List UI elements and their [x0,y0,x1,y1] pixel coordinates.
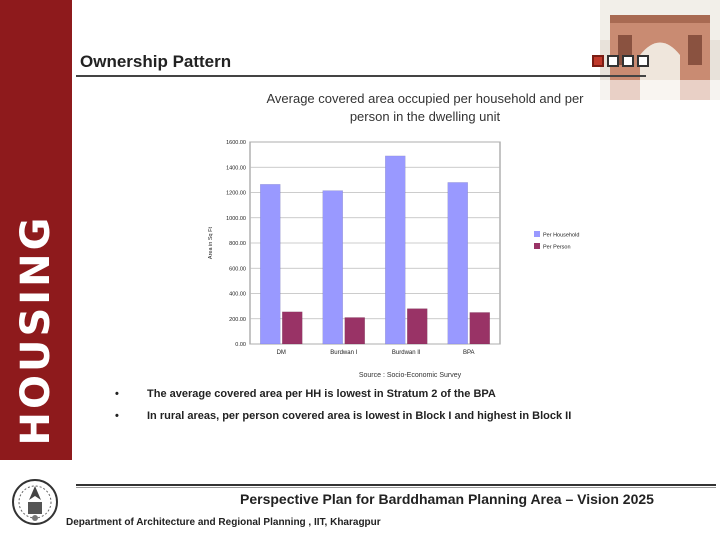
x-tick-label: DM [277,350,286,356]
building-photo-icon [600,0,720,100]
bullet-marker: • [115,388,119,400]
x-tick-label: BPA [463,350,475,356]
bullet-list: • The average covered area per HH is low… [115,388,571,432]
y-tick-label: 1200.00 [226,191,246,197]
footer-divider-thin [76,487,716,488]
bar-per-person [407,308,428,345]
bar-per-household [447,182,468,345]
legend-label: Per Household [543,233,579,239]
bullet-item: • In rural areas, per person covered are… [115,410,571,422]
y-tick-label: 0.00 [235,342,246,348]
bar-per-person [282,311,303,345]
header-divider [76,75,646,77]
chart-source: Source : Socio-Economic Survey [358,372,462,379]
bar-per-household [260,184,281,345]
iit-logo-icon [10,474,60,535]
y-tick-label: 400.00 [229,292,246,298]
y-tick-label: 1600.00 [226,140,246,146]
section-title-vertical: HOUSING [13,214,59,446]
legend-swatch [534,231,540,237]
bar-per-person [344,317,365,345]
bar-per-household [385,155,406,345]
bullet-text: The average covered area per HH is lowes… [147,388,496,400]
x-tick-label: Burdwan II [392,350,421,356]
chart-title-line-2: person in the dwelling unit [349,109,501,124]
y-tick-label: 800.00 [229,241,246,247]
footer-title: Perspective Plan for Barddhaman Planning… [240,491,654,507]
chart-title: Average covered area occupied per househ… [160,90,690,126]
bullet-marker: • [115,410,119,422]
footer-divider [76,484,716,486]
page-title: Ownership Pattern [80,52,232,71]
y-tick-label: 1400.00 [226,165,246,171]
y-tick-label: 1000.00 [226,216,246,222]
footer-department: Department of Architecture and Regional … [66,517,381,528]
bullet-item: • The average covered area per HH is low… [115,388,571,400]
y-tick-label: 200.00 [229,317,246,323]
legend-swatch [534,243,540,249]
legend-label: Per Person [543,245,571,251]
decorative-squares [592,55,649,67]
x-tick-label: Burdwan I [330,350,357,356]
y-tick-label: 600.00 [229,266,246,272]
bar-chart: 0.00 200.00 400.00 600.00 800.00 1000.00 1200.… [208,140,579,356]
sidebar-band: HOUSING [0,0,72,460]
bar-per-person [469,312,490,345]
bar-per-household [322,190,343,345]
bullet-text: In rural areas, per person covered area … [147,410,572,422]
y-axis-label: Area in Sq Ft [208,226,214,259]
chart-title-line-1: Average covered area occupied per househ… [266,91,584,106]
